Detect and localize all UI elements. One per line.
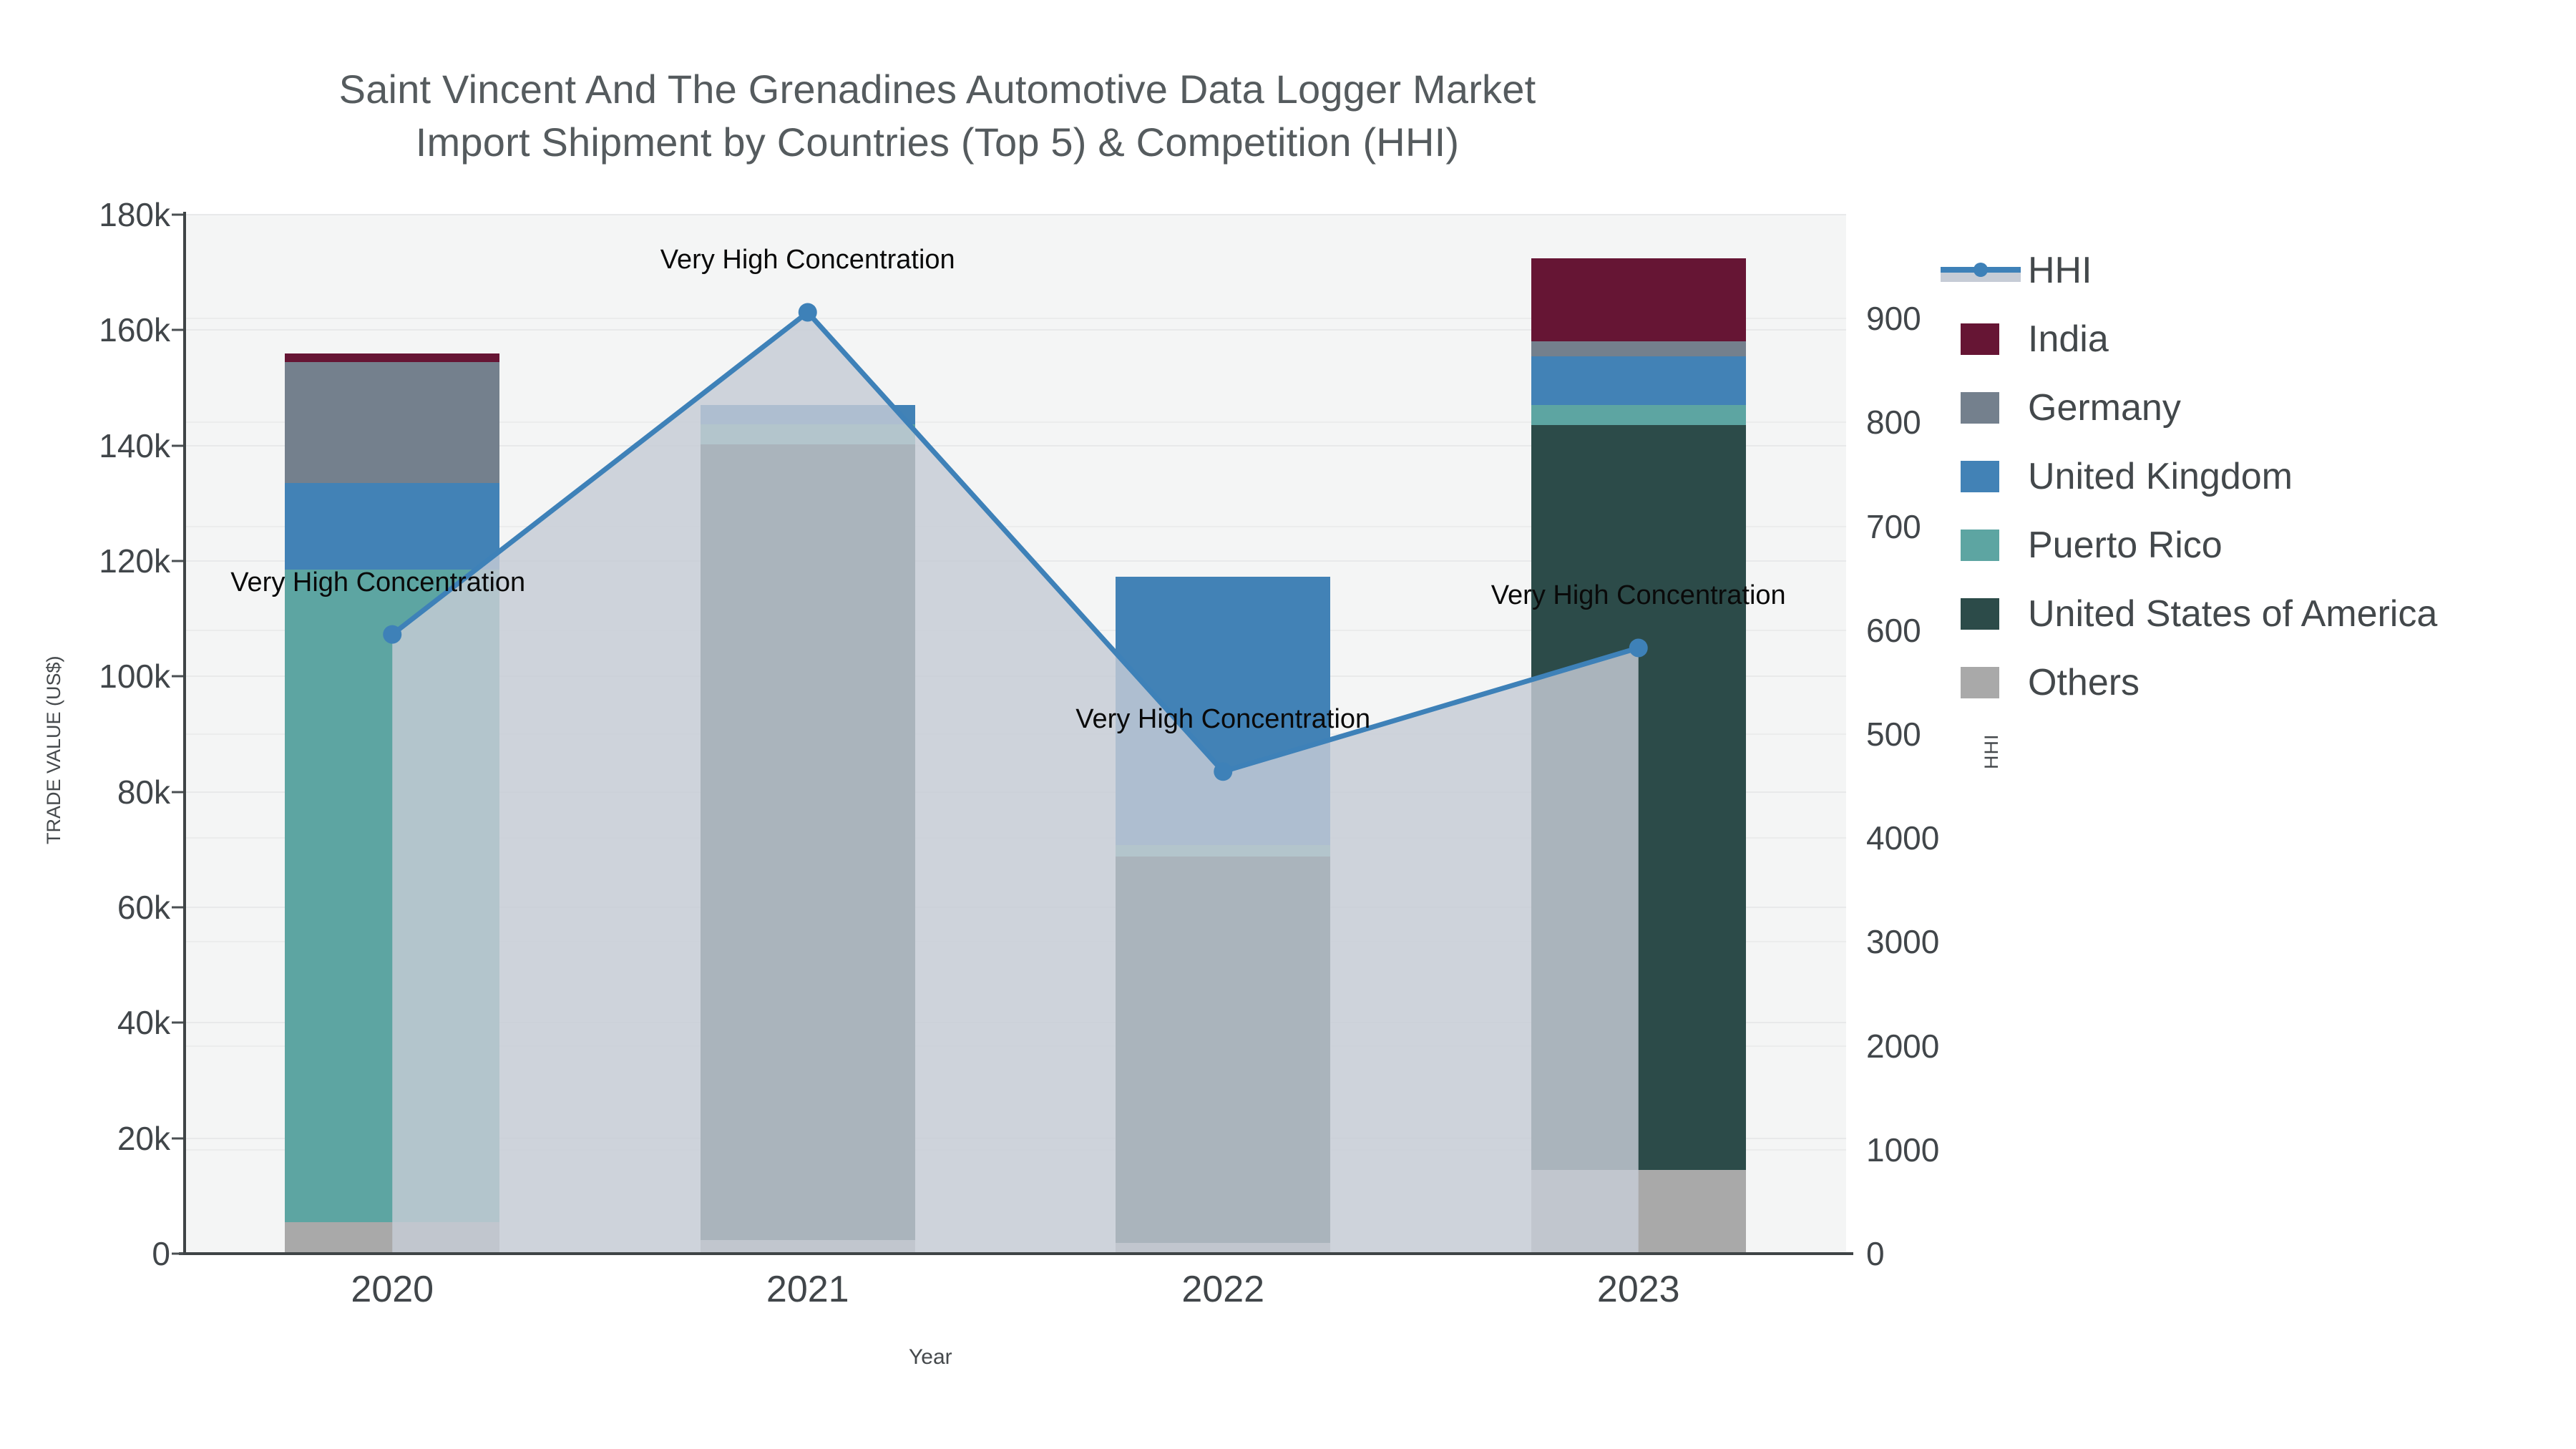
legend-item[interactable]: HHI <box>1941 236 2562 305</box>
x-axis-tick-label: 2021 <box>766 1269 849 1310</box>
annotation-label: Very High Concentration <box>660 245 955 275</box>
legend-item-label: India <box>2028 318 2109 360</box>
x-axis-tick-label: 2023 <box>1596 1269 1680 1310</box>
hhi-line[interactable] <box>391 309 1639 774</box>
legend-item[interactable]: Others <box>1961 648 2562 717</box>
y2-axis-tick-label: 700 <box>1866 507 1921 545</box>
legend-color-swatch <box>1961 598 1999 630</box>
chart-title-line2: Import Shipment by Countries (Top 5) & C… <box>415 119 1460 165</box>
y-axis-tick-mark <box>172 1021 183 1024</box>
y-axis-tick-mark <box>172 444 183 447</box>
y2-axis-tick-label: 900 <box>1866 300 1921 338</box>
y-axis-tick-label: 0 <box>152 1235 170 1272</box>
x-axis-title: Year <box>909 1345 952 1369</box>
legend-item-label: HHI <box>2028 250 2092 291</box>
legend-color-swatch <box>1961 530 1999 561</box>
y-axis-tick-label: 120k <box>99 542 170 580</box>
y2-axis-tick-label: 500 <box>1866 716 1921 753</box>
hhi-data-point[interactable] <box>1629 638 1648 658</box>
legend-item[interactable]: Puerto Rico <box>1961 511 2562 580</box>
annotation-label: Very High Concentration <box>1075 704 1371 735</box>
gridline-minor <box>185 421 1846 424</box>
y2-axis-tick-label: 0 <box>1866 1235 1885 1272</box>
x-axis-tick-label: 2020 <box>351 1269 434 1310</box>
annotation-label: Very High Concentration <box>230 567 526 597</box>
bar-segment[interactable] <box>1531 341 1746 356</box>
bar-segment[interactable] <box>1531 258 1746 342</box>
legend-item-label: United States of America <box>2028 593 2438 635</box>
legend-item-label: United Kingdom <box>2028 456 2293 497</box>
hhi-data-point[interactable] <box>798 303 817 322</box>
y-axis-tick-mark <box>172 213 183 216</box>
bar-segment[interactable] <box>285 353 500 362</box>
legend-item-label: Puerto Rico <box>2028 525 2223 566</box>
y2-axis-title: HHI <box>1981 733 2002 770</box>
legend-color-swatch <box>1961 392 1999 424</box>
y2-axis-tick-label: 3000 <box>1866 923 1940 961</box>
y-axis-tick-label: 40k <box>117 1004 170 1042</box>
bar-segment[interactable] <box>285 361 500 484</box>
y-axis-tick-mark <box>172 560 183 562</box>
legend-color-swatch <box>1961 667 1999 698</box>
y-axis-tick-label: 100k <box>99 658 170 696</box>
y-axis-tick-mark <box>172 675 183 678</box>
hhi-data-point[interactable] <box>383 625 402 644</box>
bar-segment[interactable] <box>285 483 500 570</box>
hhi-line-layer <box>383 303 1648 1254</box>
y-axis-tick-mark <box>172 791 183 794</box>
y-axis-tick-mark <box>172 1137 183 1140</box>
y-axis-tick-mark <box>172 328 183 331</box>
gridline <box>185 214 1846 215</box>
legend-item[interactable]: India <box>1961 305 2562 374</box>
y-axis-tick-mark <box>172 1252 183 1255</box>
legend-line-marker-icon <box>1941 255 2021 286</box>
x-axis-spine <box>179 1252 1853 1255</box>
gridline-minor <box>185 318 1846 320</box>
bar-segment[interactable] <box>1531 356 1746 406</box>
bar-segment[interactable] <box>1531 405 1746 426</box>
y-axis-tick-label: 20k <box>117 1119 170 1157</box>
legend-color-swatch <box>1961 323 1999 355</box>
legend-dot <box>1974 263 1988 277</box>
y-axis-tick-label: 140k <box>99 426 170 464</box>
legend-item-label: Germany <box>2028 387 2181 429</box>
legend-item[interactable]: Germany <box>1961 374 2562 442</box>
y-axis-tick-label: 180k <box>99 196 170 233</box>
annotation-label: Very High Concentration <box>1491 580 1786 611</box>
y2-axis-tick-label: 1000 <box>1866 1131 1940 1169</box>
y2-axis-tick-label: 4000 <box>1866 819 1940 857</box>
y-axis-spine <box>183 212 186 1255</box>
y2-axis-tick-label: 800 <box>1866 404 1921 441</box>
gridline <box>185 444 1846 447</box>
hhi-area-fill <box>392 312 1639 1254</box>
y-axis-tick-mark <box>172 906 183 909</box>
chart-title-line1: Saint Vincent And The Grenadines Automot… <box>338 67 1536 112</box>
legend: HHI India Germany United Kingdom Puerto Rico… <box>1941 236 2562 717</box>
gridline <box>185 329 1846 331</box>
y-axis-tick-label: 80k <box>117 773 170 811</box>
y-axis-tick-label: 160k <box>99 311 170 349</box>
gridline-minor <box>185 525 1846 527</box>
legend-color-swatch <box>1961 461 1999 492</box>
legend-item[interactable]: United States of America <box>1961 580 2562 648</box>
y2-axis-tick-label: 600 <box>1866 611 1921 649</box>
chart-title: Saint Vincent And The Grenadines Automot… <box>0 63 1875 169</box>
y-axis-tick-label: 60k <box>117 889 170 926</box>
y2-axis-tick-label: 2000 <box>1866 1027 1940 1065</box>
hhi-data-point[interactable] <box>1214 762 1233 781</box>
y-axis-title: TRADE VALUE (US$) <box>43 655 64 844</box>
legend-item[interactable]: United Kingdom <box>1961 442 2562 511</box>
legend-item-label: Others <box>2028 662 2140 703</box>
x-axis-tick-label: 2022 <box>1181 1269 1265 1310</box>
